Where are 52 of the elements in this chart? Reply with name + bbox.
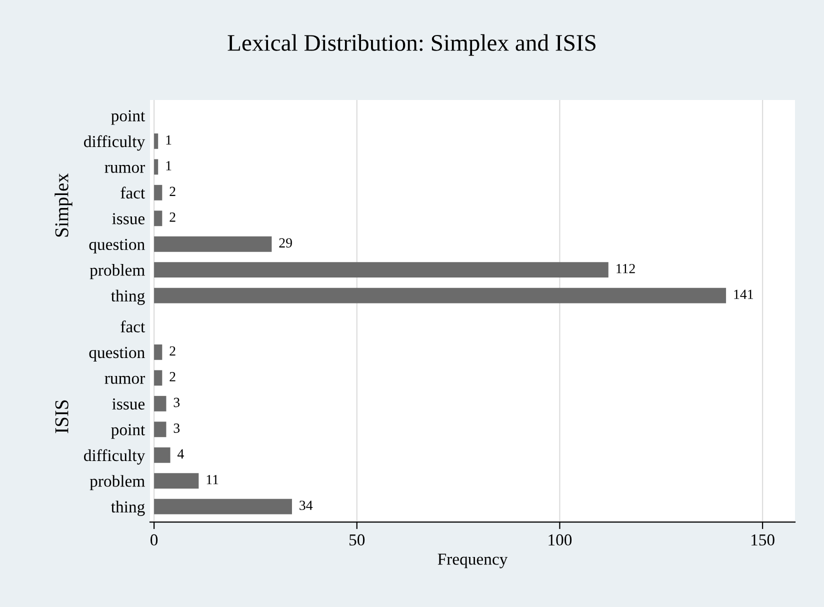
y-tick-label: difficulty	[84, 135, 146, 151]
data-label: 4	[178, 449, 184, 458]
data-label: 34	[300, 500, 313, 510]
x-axis-title: Frequency	[438, 554, 508, 568]
bar	[154, 447, 170, 463]
bar	[154, 288, 726, 304]
bar	[154, 262, 608, 278]
y-tick-label: fact	[120, 320, 146, 332]
bar	[154, 159, 158, 175]
data-label: 2	[170, 372, 176, 382]
x-tick-label: 150	[752, 534, 774, 546]
y-tick-label: point	[111, 110, 146, 125]
y-tick-label: rumor	[104, 164, 145, 173]
bar	[154, 344, 162, 360]
y-tick-label: question	[89, 238, 145, 254]
data-label: 2	[170, 186, 176, 196]
y-tick-label: difficulty	[84, 449, 146, 465]
data-label: 141	[734, 290, 753, 299]
bar	[154, 133, 158, 149]
data-label: 1	[166, 161, 172, 170]
bar	[154, 498, 292, 514]
bar	[154, 184, 162, 200]
y-tick-label: question	[89, 346, 145, 362]
data-label: 29	[279, 238, 292, 248]
x-tick-label: 100	[548, 534, 572, 546]
y-tick-label: problem	[90, 475, 145, 490]
bar	[154, 236, 272, 252]
y-axis-title: Simplex	[54, 173, 72, 237]
data-label: 2	[170, 212, 176, 222]
data-label: 3	[174, 424, 180, 433]
y-tick-label: thing	[111, 290, 145, 305]
data-label: 11	[206, 475, 218, 484]
bar	[154, 370, 162, 386]
data-label: 3	[174, 398, 180, 408]
bar	[154, 473, 199, 489]
chart-title: Lexical Distribution: Simplex and ISIS	[228, 34, 596, 56]
y-tick-label: rumor	[104, 376, 145, 384]
y-tick-label: thing	[111, 500, 145, 516]
y-tick-label: issue	[112, 398, 145, 410]
bar	[154, 422, 166, 438]
y-tick-label: problem	[90, 264, 145, 280]
bar	[154, 210, 162, 226]
data-label: 2	[170, 346, 176, 356]
data-label: 112	[616, 264, 635, 274]
y-tick-label: issue	[112, 213, 145, 224]
x-tick-label: 50	[350, 534, 365, 546]
y-tick-label: point	[111, 424, 146, 439]
bar	[154, 396, 166, 412]
x-tick-label: 0	[150, 534, 158, 546]
y-axis-title: ISIS	[55, 400, 68, 434]
y-tick-label: fact	[120, 186, 146, 199]
data-label: 1	[166, 135, 172, 145]
